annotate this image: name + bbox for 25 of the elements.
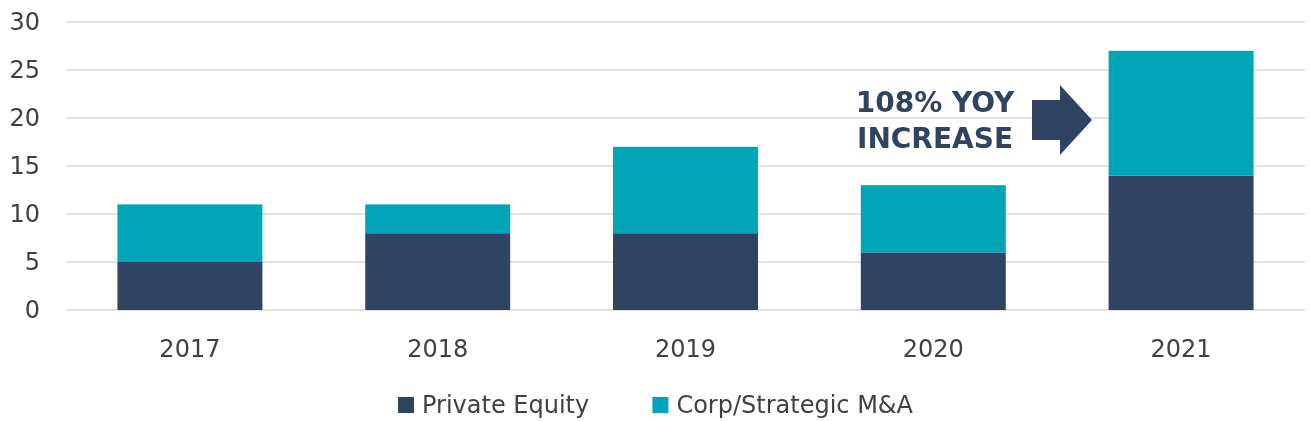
y-tick-label: 10 xyxy=(9,200,40,229)
x-tick-label: 2019 xyxy=(654,335,717,363)
bar xyxy=(1108,50,1254,176)
y-tick-label: 20 xyxy=(9,104,40,133)
x-tick-label: 2017 xyxy=(159,335,221,363)
x-tick-label: 2018 xyxy=(407,335,469,363)
bar xyxy=(860,185,1006,253)
x-tick-label: 2021 xyxy=(1150,335,1212,363)
bar xyxy=(117,204,263,262)
x-tick-label: 2020 xyxy=(902,335,964,363)
bar xyxy=(860,252,1006,310)
legend-label: Private Equity xyxy=(422,391,590,419)
y-tick-label: 25 xyxy=(9,56,40,85)
annotation: 108% YOY INCREASE xyxy=(855,86,1016,155)
y-tick-label: 0 xyxy=(24,296,40,325)
bar xyxy=(117,262,263,310)
y-tick-label: 15 xyxy=(9,152,40,181)
bar xyxy=(613,146,758,234)
bar xyxy=(365,204,511,234)
y-tick-label: 5 xyxy=(24,248,40,277)
bar xyxy=(613,233,758,310)
bar xyxy=(1108,175,1254,310)
y-tick-label: 30 xyxy=(9,8,40,37)
legend-label: Corp/Strategic M&A xyxy=(676,391,914,419)
bar xyxy=(365,233,511,310)
